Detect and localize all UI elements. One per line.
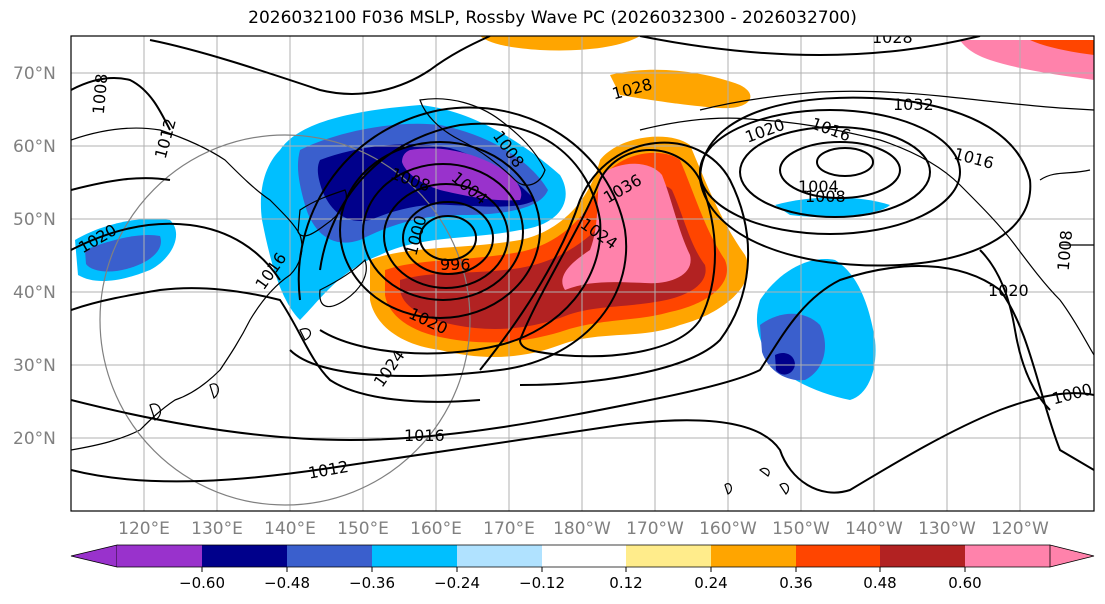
colorbar-min-extend	[70, 544, 118, 568]
lat-label-20n: 20°N	[13, 429, 56, 449]
contour-label: 1004	[798, 177, 839, 196]
lat-label-60n: 60°N	[13, 137, 56, 157]
reference-great-circle	[99, 134, 471, 506]
colorbar-tick-label: 0.12	[609, 574, 642, 592]
colorbar-bin	[542, 545, 626, 567]
colorbar-tick-label: 0.36	[779, 574, 812, 592]
graticule	[71, 36, 1094, 511]
colorbar-tick-label: −0.12	[519, 574, 565, 592]
lon-label: 140°W	[845, 519, 903, 539]
colorbar-bin	[965, 545, 1050, 567]
lat-label-40n: 40°N	[13, 283, 56, 303]
colorbar-tick-label: −0.36	[349, 574, 395, 592]
lon-label: 170°E	[483, 519, 535, 539]
colorbar-tick-label: 0.48	[863, 574, 896, 592]
colorbar-tick-label: −0.24	[434, 574, 480, 592]
longitude-labels: 120°E 130°E 140°E 150°E 160°E 170°E 180°…	[118, 519, 1049, 539]
latitude-labels: 70°N 60°N 50°N 40°N 30°N 20°N	[13, 64, 56, 449]
colorbar-bin	[796, 545, 880, 567]
map-title: 2026032100 F036 MSLP, Rossby Wave PC (20…	[248, 8, 857, 28]
colorbar: −0.60 −0.48 −0.36 −0.24 −0.12 0.12 0.24 …	[70, 544, 1095, 592]
lon-label: 130°E	[191, 519, 243, 539]
colorbar-max-extend	[1049, 544, 1095, 568]
colorbar-bin	[457, 545, 542, 567]
positive-anomaly-ne-edge	[1030, 40, 1094, 55]
map-frame	[70, 35, 1095, 512]
contour-label: 1008	[805, 187, 846, 206]
lat-label-50n: 50°N	[13, 210, 56, 230]
positive-anomaly-core	[562, 163, 691, 290]
negative-anomaly-east-core	[775, 353, 795, 375]
contour-label: 1028	[872, 28, 913, 47]
colorbar-tick-label: −0.60	[179, 574, 225, 592]
mslp-isobars	[71, 36, 1094, 494]
positive-anomaly-north	[610, 69, 751, 109]
lon-label: 160°E	[410, 519, 462, 539]
negative-anomaly-west-inner	[85, 234, 161, 272]
lon-label: 120°E	[118, 519, 170, 539]
lat-label-70n: 70°N	[13, 64, 56, 84]
colorbar-bin	[372, 545, 457, 567]
colorbar-bin	[880, 545, 965, 567]
negative-anomaly-alaska	[775, 197, 890, 217]
coastlines	[71, 90, 1094, 495]
colorbar-bin	[626, 545, 711, 567]
colorbar-tick-label: 0.24	[694, 574, 727, 592]
contour-label: 1008	[1054, 229, 1076, 271]
contour-label: 1016	[404, 426, 445, 445]
contour-label: 1020	[988, 281, 1029, 300]
colorbar-bin	[117, 545, 202, 567]
lat-label-30n: 30°N	[13, 356, 56, 376]
lon-label: 140°E	[264, 519, 316, 539]
lon-label: 180°W	[553, 519, 611, 539]
contour-label: 996	[440, 255, 471, 274]
lon-label: 170°W	[626, 519, 684, 539]
colorbar-bin	[711, 545, 796, 567]
lon-label: 130°W	[918, 519, 976, 539]
contour-label: 1008	[89, 73, 111, 115]
colorbar-bin	[287, 545, 372, 567]
negative-anomaly-core	[402, 148, 522, 201]
positive-anomaly-top	[480, 36, 640, 51]
contour-label: 1032	[893, 95, 934, 114]
positive-anomaly-ne	[960, 40, 1094, 80]
colorbar-tick-label: −0.48	[264, 574, 310, 592]
lon-label: 150°W	[772, 519, 830, 539]
colorbar-tick-label: 0.60	[948, 574, 981, 592]
lon-label: 120°W	[991, 519, 1049, 539]
lon-label: 160°W	[699, 519, 757, 539]
lon-label: 150°E	[337, 519, 389, 539]
colorbar-bin	[202, 545, 287, 567]
